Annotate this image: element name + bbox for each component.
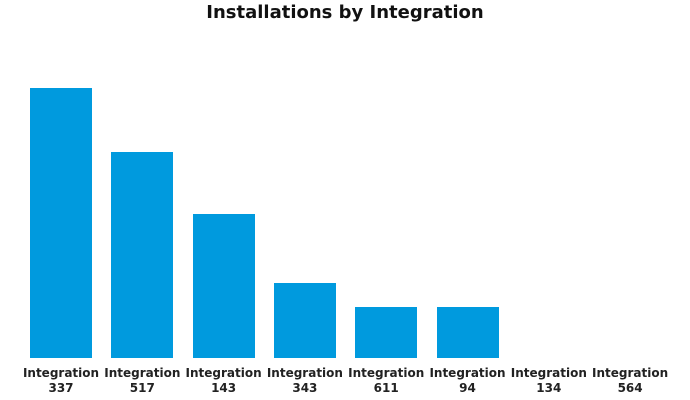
x-tick-label: Integration 343 (266, 366, 343, 395)
bar (273, 283, 336, 358)
x-tick-label: Integration 517 (104, 366, 181, 395)
chart-title: Installations by Integration (206, 2, 484, 23)
x-tick-label: Integration 611 (348, 366, 425, 395)
x-tick-label: Integration 94 (429, 366, 506, 395)
x-tick-label: Integration 143 (185, 366, 262, 395)
bar (192, 214, 255, 358)
x-tick-label: Integration 337 (22, 366, 100, 395)
bar (111, 152, 174, 358)
x-tick-label: Integration 134 (510, 366, 587, 395)
bar (436, 306, 499, 358)
bar (30, 88, 92, 358)
bar (355, 306, 418, 358)
x-tick-label: Integration 564 (592, 366, 669, 395)
